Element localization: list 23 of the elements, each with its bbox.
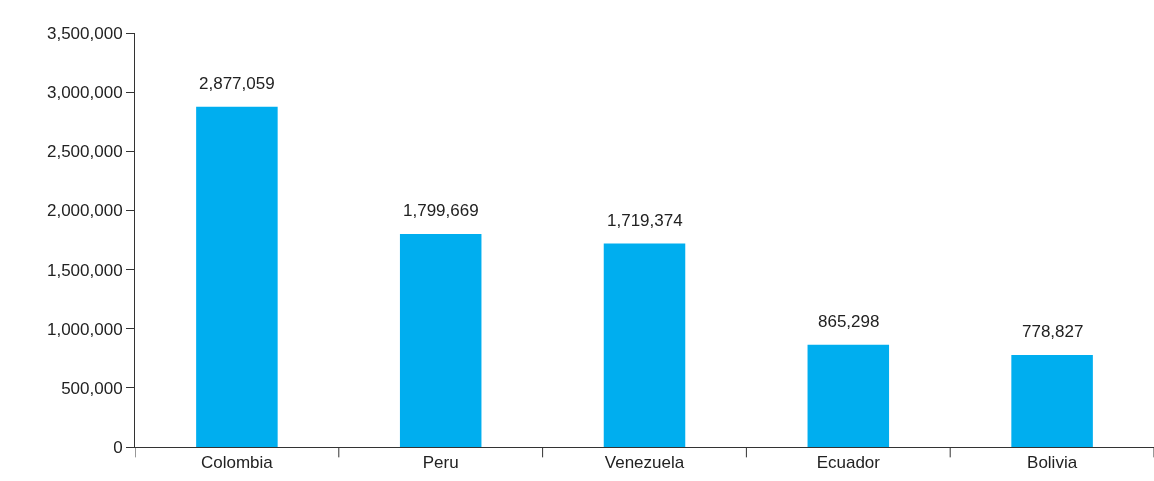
data-label: 778,827: [1022, 322, 1084, 341]
y-tick-label: 1,500,000: [46, 260, 123, 280]
y-tick-label: 500,000: [61, 378, 123, 398]
y-tick-label: 0: [113, 437, 123, 457]
bar: [807, 344, 890, 447]
bar: [1011, 354, 1093, 447]
y-tick-label: 2,500,000: [46, 142, 123, 162]
y-tick-label: 2,000,000: [46, 201, 123, 221]
x-tick-label: Bolivia: [1027, 453, 1078, 473]
bar: [196, 106, 278, 447]
y-tick-label: 3,500,000: [46, 23, 123, 43]
data-label: 2,877,059: [199, 74, 275, 93]
x-tick-label: Ecuador: [816, 453, 881, 473]
data-label: 1,719,374: [607, 211, 683, 230]
data-label: 1,799,669: [403, 201, 479, 220]
data-label: 865,298: [818, 312, 880, 331]
x-tick-label: Venezuela: [604, 453, 685, 473]
bar: [399, 234, 482, 447]
x-tick-label: Peru: [422, 453, 459, 473]
x-tick-label: Colombia: [200, 453, 274, 473]
bar: [603, 243, 686, 447]
y-tick-label: 1,000,000: [46, 319, 123, 339]
y-tick-label: 3,000,000: [46, 83, 123, 103]
